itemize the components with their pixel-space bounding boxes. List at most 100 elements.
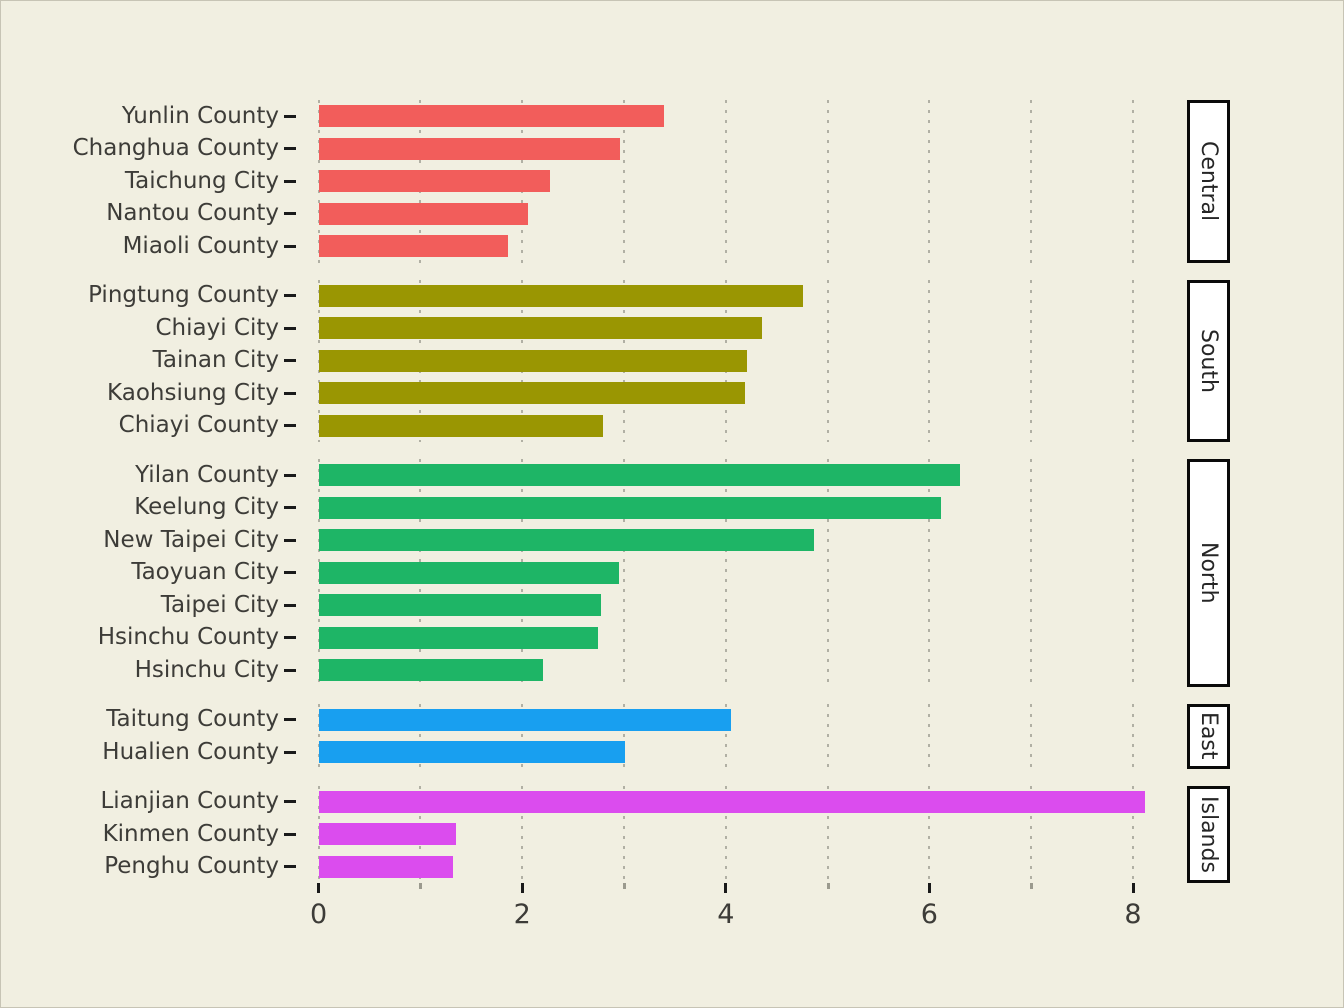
facet-strip-label: Central xyxy=(1196,141,1221,222)
bar-chiayi-county xyxy=(318,414,603,437)
plot-panel xyxy=(297,279,1183,442)
x-tick-mark xyxy=(520,883,524,893)
gridline xyxy=(826,785,829,883)
bar-taichung-city xyxy=(318,170,550,193)
gridline xyxy=(826,279,829,442)
facet-central: Yunlin County Changhua County Taichung Cit… xyxy=(0,100,1344,263)
category-label: Miaoli County xyxy=(122,232,279,259)
category-label-row: Changhua County xyxy=(0,133,297,166)
gridline xyxy=(623,703,625,769)
gridline xyxy=(521,785,524,883)
category-label: Lianjian County xyxy=(100,788,279,815)
category-label: Taitung County xyxy=(106,706,279,733)
category-label-row: Kaohsiung City xyxy=(0,377,297,410)
bar-taipei-city xyxy=(318,594,601,617)
y-tick-mark xyxy=(284,359,296,363)
category-label: Taichung City xyxy=(124,167,279,194)
gridline xyxy=(826,459,829,687)
category-label: Chiayi County xyxy=(118,412,279,439)
y-tick-mark xyxy=(284,244,296,248)
category-label: New Taipei City xyxy=(103,526,279,553)
bar-kaohsiung-city xyxy=(318,382,746,405)
y-tick-mark xyxy=(284,326,296,330)
facet-strip-north: North xyxy=(1187,459,1230,687)
y-axis-labels: Pingtung County Chiayi City Tainan City Kao… xyxy=(0,280,297,443)
bar-taitung-county xyxy=(318,708,731,731)
x-tick-label: 6 xyxy=(920,899,938,930)
category-label-row: Keelung City xyxy=(0,492,297,525)
gridline xyxy=(928,459,931,687)
x-tick-label: 8 xyxy=(1124,899,1142,930)
bar-chiayi-city xyxy=(318,317,763,340)
x-tick-label: 0 xyxy=(310,899,328,930)
bar-yunlin-county xyxy=(318,105,664,128)
gridline xyxy=(1132,100,1134,263)
category-label: Taipei City xyxy=(160,591,279,618)
category-label-row: Tainan City xyxy=(0,345,297,378)
category-label-row: Taichung City xyxy=(0,165,297,198)
category-label-row: Penghu County xyxy=(0,851,297,884)
y-tick-mark xyxy=(284,179,296,183)
bar-hsinchu-city xyxy=(318,659,543,682)
facet-north: Yilan County Keelung City New Taipei City T… xyxy=(0,459,1344,687)
y-tick-mark xyxy=(284,114,296,118)
x-tick-mark xyxy=(724,883,728,893)
facet-strip-label: East xyxy=(1196,712,1221,760)
bar-nantou-county xyxy=(318,202,529,225)
gridline xyxy=(1132,703,1134,769)
facet-east: Taitung County Hualien County East xyxy=(0,703,1344,769)
gridline xyxy=(928,703,931,769)
facet-strip-central: Central xyxy=(1187,100,1230,263)
gridline xyxy=(521,703,524,769)
facet-strip-east: East xyxy=(1187,703,1230,769)
category-label-row: Lianjian County xyxy=(0,786,297,819)
y-tick-mark xyxy=(284,832,296,836)
bar-penghu-county xyxy=(318,855,453,878)
category-label: Hsinchu County xyxy=(97,624,279,651)
x-tick-mark xyxy=(317,883,321,893)
plot-panel xyxy=(297,459,1183,687)
y-tick-mark xyxy=(284,473,296,477)
facet-south: Pingtung County Chiayi City Tainan City Kao… xyxy=(0,279,1344,443)
gridline xyxy=(1132,785,1134,883)
category-label: Pingtung County xyxy=(88,282,279,309)
bar-taoyuan-city xyxy=(318,561,619,584)
gridline xyxy=(826,703,829,769)
y-tick-mark xyxy=(284,800,296,804)
y-tick-mark xyxy=(284,212,296,216)
gridline xyxy=(1132,459,1134,687)
gridline xyxy=(826,100,829,263)
bar-pingtung-county xyxy=(318,284,804,307)
bar-hsinchu-county xyxy=(318,626,598,649)
gridline xyxy=(724,459,727,687)
gridline xyxy=(1030,459,1033,687)
category-label-row: New Taipei City xyxy=(0,524,297,557)
gridline xyxy=(724,785,727,883)
gridline xyxy=(928,279,931,442)
category-label-row: Hualien County xyxy=(0,736,297,769)
category-label-row: Kinmen County xyxy=(0,818,297,851)
gridline xyxy=(623,459,625,687)
category-label: Kinmen County xyxy=(102,820,279,847)
category-label: Tainan City xyxy=(152,347,279,374)
y-tick-mark xyxy=(284,147,296,151)
gridline xyxy=(623,785,625,883)
gridline xyxy=(928,100,931,263)
bar-lianjian-county xyxy=(318,790,1146,813)
category-label-row: Miaoli County xyxy=(0,230,297,263)
category-label: Nantou County xyxy=(106,200,279,227)
bar-keelung-city xyxy=(318,496,941,519)
bar-tainan-city xyxy=(318,349,748,372)
facet-strip-south: South xyxy=(1187,279,1230,442)
y-axis-labels: Taitung County Hualien County xyxy=(0,704,297,769)
category-label: Chiayi City xyxy=(155,314,279,341)
bar-kinmen-county xyxy=(318,823,457,846)
x-tick-mark xyxy=(1131,883,1135,893)
category-label-row: Taitung County xyxy=(0,704,297,737)
y-axis-labels: Lianjian County Kinmen County Penghu Count… xyxy=(0,786,297,884)
x-minor-tick-mark xyxy=(419,883,423,889)
plot-panel xyxy=(297,100,1183,263)
gridline xyxy=(724,100,727,263)
gridline xyxy=(1030,703,1033,769)
